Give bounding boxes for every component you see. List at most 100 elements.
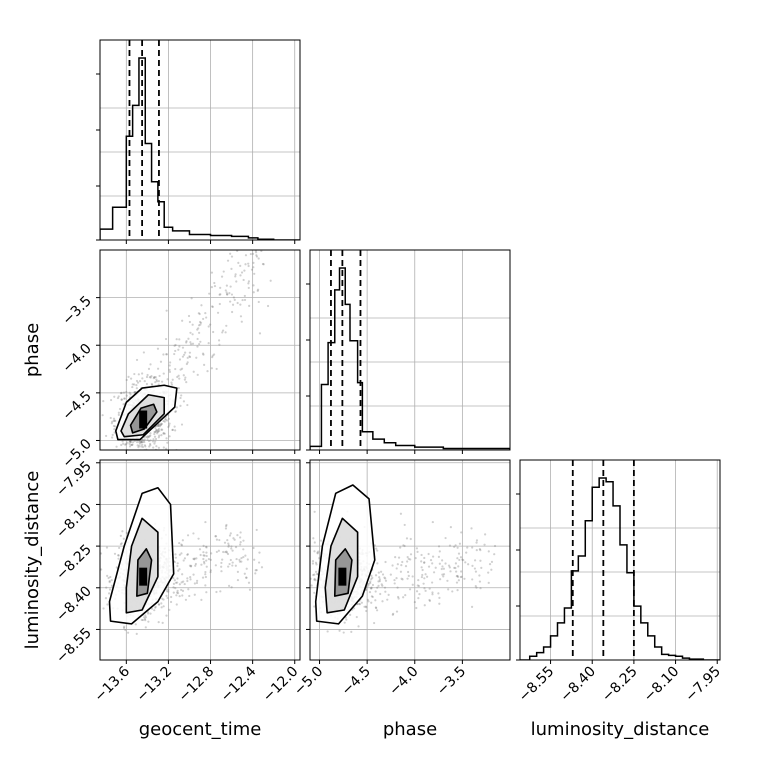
scatter-point: [110, 579, 113, 582]
scatter-point: [205, 546, 208, 549]
scatter-point: [184, 351, 187, 354]
scatter-point: [312, 537, 315, 540]
scatter-point: [199, 321, 203, 324]
scatter-point: [205, 545, 208, 548]
scatter-point: [239, 264, 242, 267]
scatter-point: [189, 578, 192, 581]
scatter-point: [180, 544, 184, 547]
scatter-point: [231, 303, 235, 306]
scatter-point: [239, 531, 242, 534]
scatter-point: [150, 382, 153, 386]
scatter-point: [456, 557, 459, 560]
scatter-point: [151, 383, 154, 387]
scatter-point: [140, 618, 143, 622]
scatter-point: [144, 616, 147, 619]
scatter-point: [140, 441, 143, 444]
scatter-point: [131, 443, 134, 446]
scatter-point: [209, 570, 212, 574]
scatter-point: [394, 556, 397, 559]
scatter-point: [156, 432, 159, 435]
scatter-point: [440, 567, 443, 571]
scatter-point: [145, 435, 148, 439]
scatter-point: [186, 356, 189, 359]
scatter-point: [115, 566, 118, 569]
scatter-point: [111, 433, 114, 436]
scatter-point: [188, 320, 192, 324]
scatter-point: [157, 423, 161, 426]
scatter-point: [146, 438, 149, 441]
scatter-point: [236, 250, 239, 253]
scatter-point: [125, 390, 128, 394]
scatter-point: [180, 423, 184, 426]
scatter-point: [239, 274, 242, 277]
scatter-point: [181, 355, 185, 358]
scatter-point: [224, 243, 226, 245]
scatter-point: [179, 396, 182, 400]
scatter-point: [132, 441, 135, 444]
scatter-point: [186, 361, 189, 364]
scatter-point: [199, 553, 202, 557]
scatter-point: [138, 380, 142, 383]
scatter-point: [125, 531, 128, 534]
scatter-point: [170, 383, 174, 386]
scatter-point: [369, 587, 373, 590]
scatter-point: [202, 353, 205, 356]
scatter-point: [255, 254, 258, 257]
scatter-point: [210, 367, 213, 370]
scatter-point: [369, 580, 372, 583]
scatter-point: [377, 571, 380, 574]
scatter-point: [134, 453, 136, 455]
scatter-point: [400, 577, 403, 580]
scatter-point: [378, 580, 381, 583]
scatter-point: [128, 452, 130, 454]
scatter-point: [192, 557, 195, 560]
scatter-point: [478, 547, 481, 551]
scatter-point: [195, 581, 199, 585]
scatter-point: [105, 546, 109, 549]
scatter-point: [455, 570, 458, 573]
scatter-point: [100, 568, 103, 571]
scatter-point: [367, 584, 370, 587]
scatter-point: [149, 434, 152, 437]
scatter-point: [420, 566, 423, 569]
scatter-point: [202, 557, 205, 561]
scatter-point: [397, 556, 401, 559]
scatter-point: [182, 559, 185, 562]
scatter-point: [441, 559, 444, 562]
scatter-point: [400, 564, 403, 567]
scatter-point: [178, 595, 181, 598]
scatter-point: [205, 554, 208, 558]
scatter-point: [113, 419, 116, 422]
scatter-point: [154, 426, 157, 429]
scatter-point: [183, 353, 186, 356]
scatter-point: [428, 598, 431, 602]
scatter-point: [444, 562, 447, 565]
scatter-point: [174, 367, 177, 371]
scatter-point: [198, 548, 202, 551]
scatter-point: [168, 368, 171, 372]
scatter-point: [367, 600, 370, 603]
scatter-point: [187, 337, 190, 340]
scatter-point: [194, 564, 197, 567]
scatter-point: [106, 574, 109, 577]
scatter-point: [349, 613, 352, 616]
histogram-luminosity_distance: [520, 460, 720, 660]
scatter-point: [467, 563, 470, 566]
scatter-point: [143, 617, 147, 621]
scatter-point: [156, 430, 160, 433]
scatter-point: [177, 374, 180, 377]
scatter-point: [120, 391, 123, 395]
scatter-point: [493, 544, 497, 548]
scatter-point: [128, 442, 131, 445]
scatter-point: [222, 270, 225, 273]
scatter-point: [131, 385, 134, 389]
histogram-geocent_time-frame: [99, 39, 301, 241]
scatter-point: [136, 444, 139, 447]
scatter-point: [198, 312, 201, 316]
scatter-point: [432, 555, 435, 558]
scatter-point: [234, 546, 238, 549]
scatter-point: [464, 561, 467, 564]
scatter-point: [475, 539, 479, 542]
scatter-point: [162, 598, 165, 601]
y-tick-label-luminosity_distance: −8.10: [53, 500, 95, 542]
